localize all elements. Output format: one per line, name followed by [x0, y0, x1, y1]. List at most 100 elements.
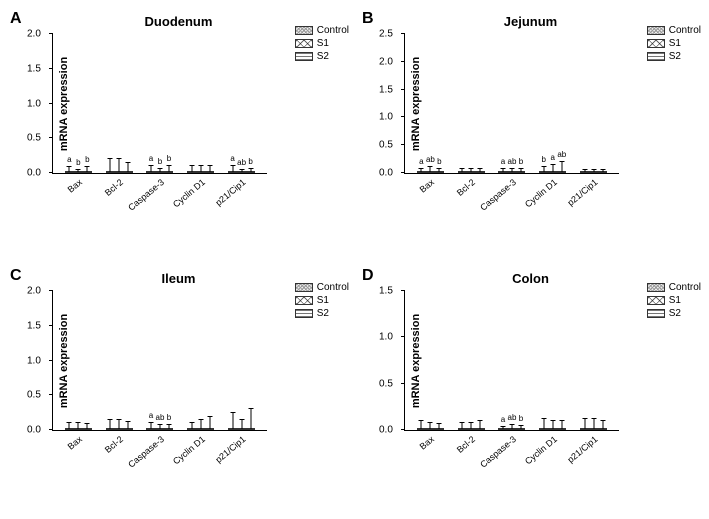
y-tick-label: 1.5: [27, 63, 41, 74]
error-bar: [584, 169, 585, 172]
chart-area: 0.00.51.01.5mRNA expressionaabbBaxBcl-2C…: [404, 291, 619, 461]
bar: [115, 171, 124, 173]
bar-group: [580, 428, 607, 430]
x-tick-label: Bax: [66, 434, 84, 452]
error-bar: [520, 425, 521, 429]
legend-row: S2: [295, 51, 349, 62]
bar: [580, 171, 589, 173]
legend-swatch: [295, 26, 313, 35]
plot: 0.00.51.01.52.02.5mRNA expressionaabbaab…: [404, 34, 619, 174]
error-bar: [241, 419, 242, 430]
x-label-slot: Caspase-3: [146, 431, 173, 461]
legend-swatch: [647, 296, 665, 305]
x-label-slot: Caspase-3: [498, 174, 525, 204]
significance-label: a: [230, 154, 234, 163]
legend-text: S2: [669, 51, 681, 62]
y-tick-label: 2.0: [27, 29, 41, 40]
legend-swatch: [295, 283, 313, 292]
significance-label: b: [519, 414, 523, 423]
bar: [476, 428, 485, 430]
significance-label: a: [551, 153, 555, 162]
error-bar: [552, 420, 553, 429]
panel-d: DColon0.00.51.01.5mRNA expressionaabbBax…: [362, 267, 699, 509]
x-label-slot: p21/Cip1: [580, 174, 607, 204]
bar: a: [146, 428, 155, 430]
bar-group: aabb: [417, 171, 444, 173]
bar-group: aabb: [498, 171, 525, 173]
significance-label: b: [437, 157, 441, 166]
error-bar: [502, 168, 503, 172]
x-label-slot: Bax: [64, 174, 91, 204]
error-bar: [119, 158, 120, 172]
bar: [598, 428, 607, 430]
error-bar: [191, 422, 192, 429]
error-bar: [78, 169, 79, 173]
error-bar: [602, 420, 603, 429]
x-labels: BaxBcl-2Caspase-3Cyclin D1p21/Cip1: [52, 174, 267, 204]
bar: b: [516, 428, 525, 430]
x-tick-label: Bcl-2: [103, 434, 125, 455]
error-bar: [232, 412, 233, 430]
bar: [589, 428, 598, 430]
significance-label: b: [167, 413, 171, 422]
error-bar: [471, 422, 472, 429]
bar: [74, 428, 83, 430]
error-bar: [543, 166, 544, 172]
chart-area: 0.00.51.01.52.0mRNA expressionabbabbaabb…: [52, 34, 267, 204]
x-tick-label: Cyclin D1: [171, 434, 207, 466]
legend-row: S1: [647, 38, 701, 49]
x-label-slot: Bcl-2: [457, 174, 484, 204]
bar-group: aabb: [228, 171, 255, 173]
error-bar: [87, 423, 88, 429]
error-bar: [168, 424, 169, 429]
bar: [106, 428, 115, 430]
bar: [417, 428, 426, 430]
bar: b: [164, 171, 173, 173]
x-tick-label: Caspase-3: [126, 177, 166, 213]
bar-group: abb: [146, 171, 173, 173]
bar-group: abb: [65, 171, 92, 173]
y-tick-label: 1.0: [27, 355, 41, 366]
x-tick-label: Cyclin D1: [523, 177, 559, 209]
bar: ab: [155, 428, 164, 430]
bar: [124, 171, 133, 173]
bar-group: [106, 428, 133, 430]
legend-swatch: [647, 26, 665, 35]
x-tick-label: Bax: [418, 177, 436, 195]
bars-container: aabb: [53, 291, 267, 430]
legend-swatch: [647, 39, 665, 48]
bar: [467, 171, 476, 173]
error-bar: [543, 418, 544, 429]
x-tick-label: Bax: [418, 434, 436, 452]
plot: 0.00.51.01.52.0mRNA expressionabbabbaabb: [52, 34, 267, 174]
x-label-slot: Cyclin D1: [187, 431, 214, 461]
significance-label: ab: [508, 413, 517, 422]
plot: 0.00.51.01.52.0mRNA expressionaabb: [52, 291, 267, 431]
bar: [187, 171, 196, 173]
x-tick-label: Bcl-2: [455, 434, 477, 455]
legend-row: Control: [647, 282, 701, 293]
bars-container: aabbaabbbaab: [405, 34, 619, 173]
significance-label: ab: [156, 413, 165, 422]
significance-label: b: [519, 157, 523, 166]
bar: [65, 428, 74, 430]
panel-c: CIleum0.00.51.01.52.0mRNA expressionaabb…: [10, 267, 347, 509]
legend-row: S2: [647, 308, 701, 319]
bar: [476, 171, 485, 173]
bar-group: [106, 171, 133, 173]
x-label-slot: Bax: [416, 174, 443, 204]
error-bar: [200, 419, 201, 430]
y-tick-label: 1.5: [379, 286, 393, 297]
y-tick-label: 0.0: [27, 168, 41, 179]
significance-label: ab: [508, 157, 517, 166]
error-bar: [439, 168, 440, 172]
panel-a: ADuodenum0.00.51.01.52.0mRNA expressiona…: [10, 10, 347, 252]
error-bar: [150, 422, 151, 429]
error-bar: [159, 424, 160, 429]
legend: ControlS1S2: [647, 25, 701, 64]
error-bar: [421, 420, 422, 429]
bar-group: baab: [539, 171, 566, 173]
x-labels: BaxBcl-2Caspase-3Cyclin D1p21/Cip1: [404, 431, 619, 461]
panel-b: BJejunum0.00.51.01.52.02.5mRNA expressio…: [362, 10, 699, 252]
bar: [106, 171, 115, 173]
